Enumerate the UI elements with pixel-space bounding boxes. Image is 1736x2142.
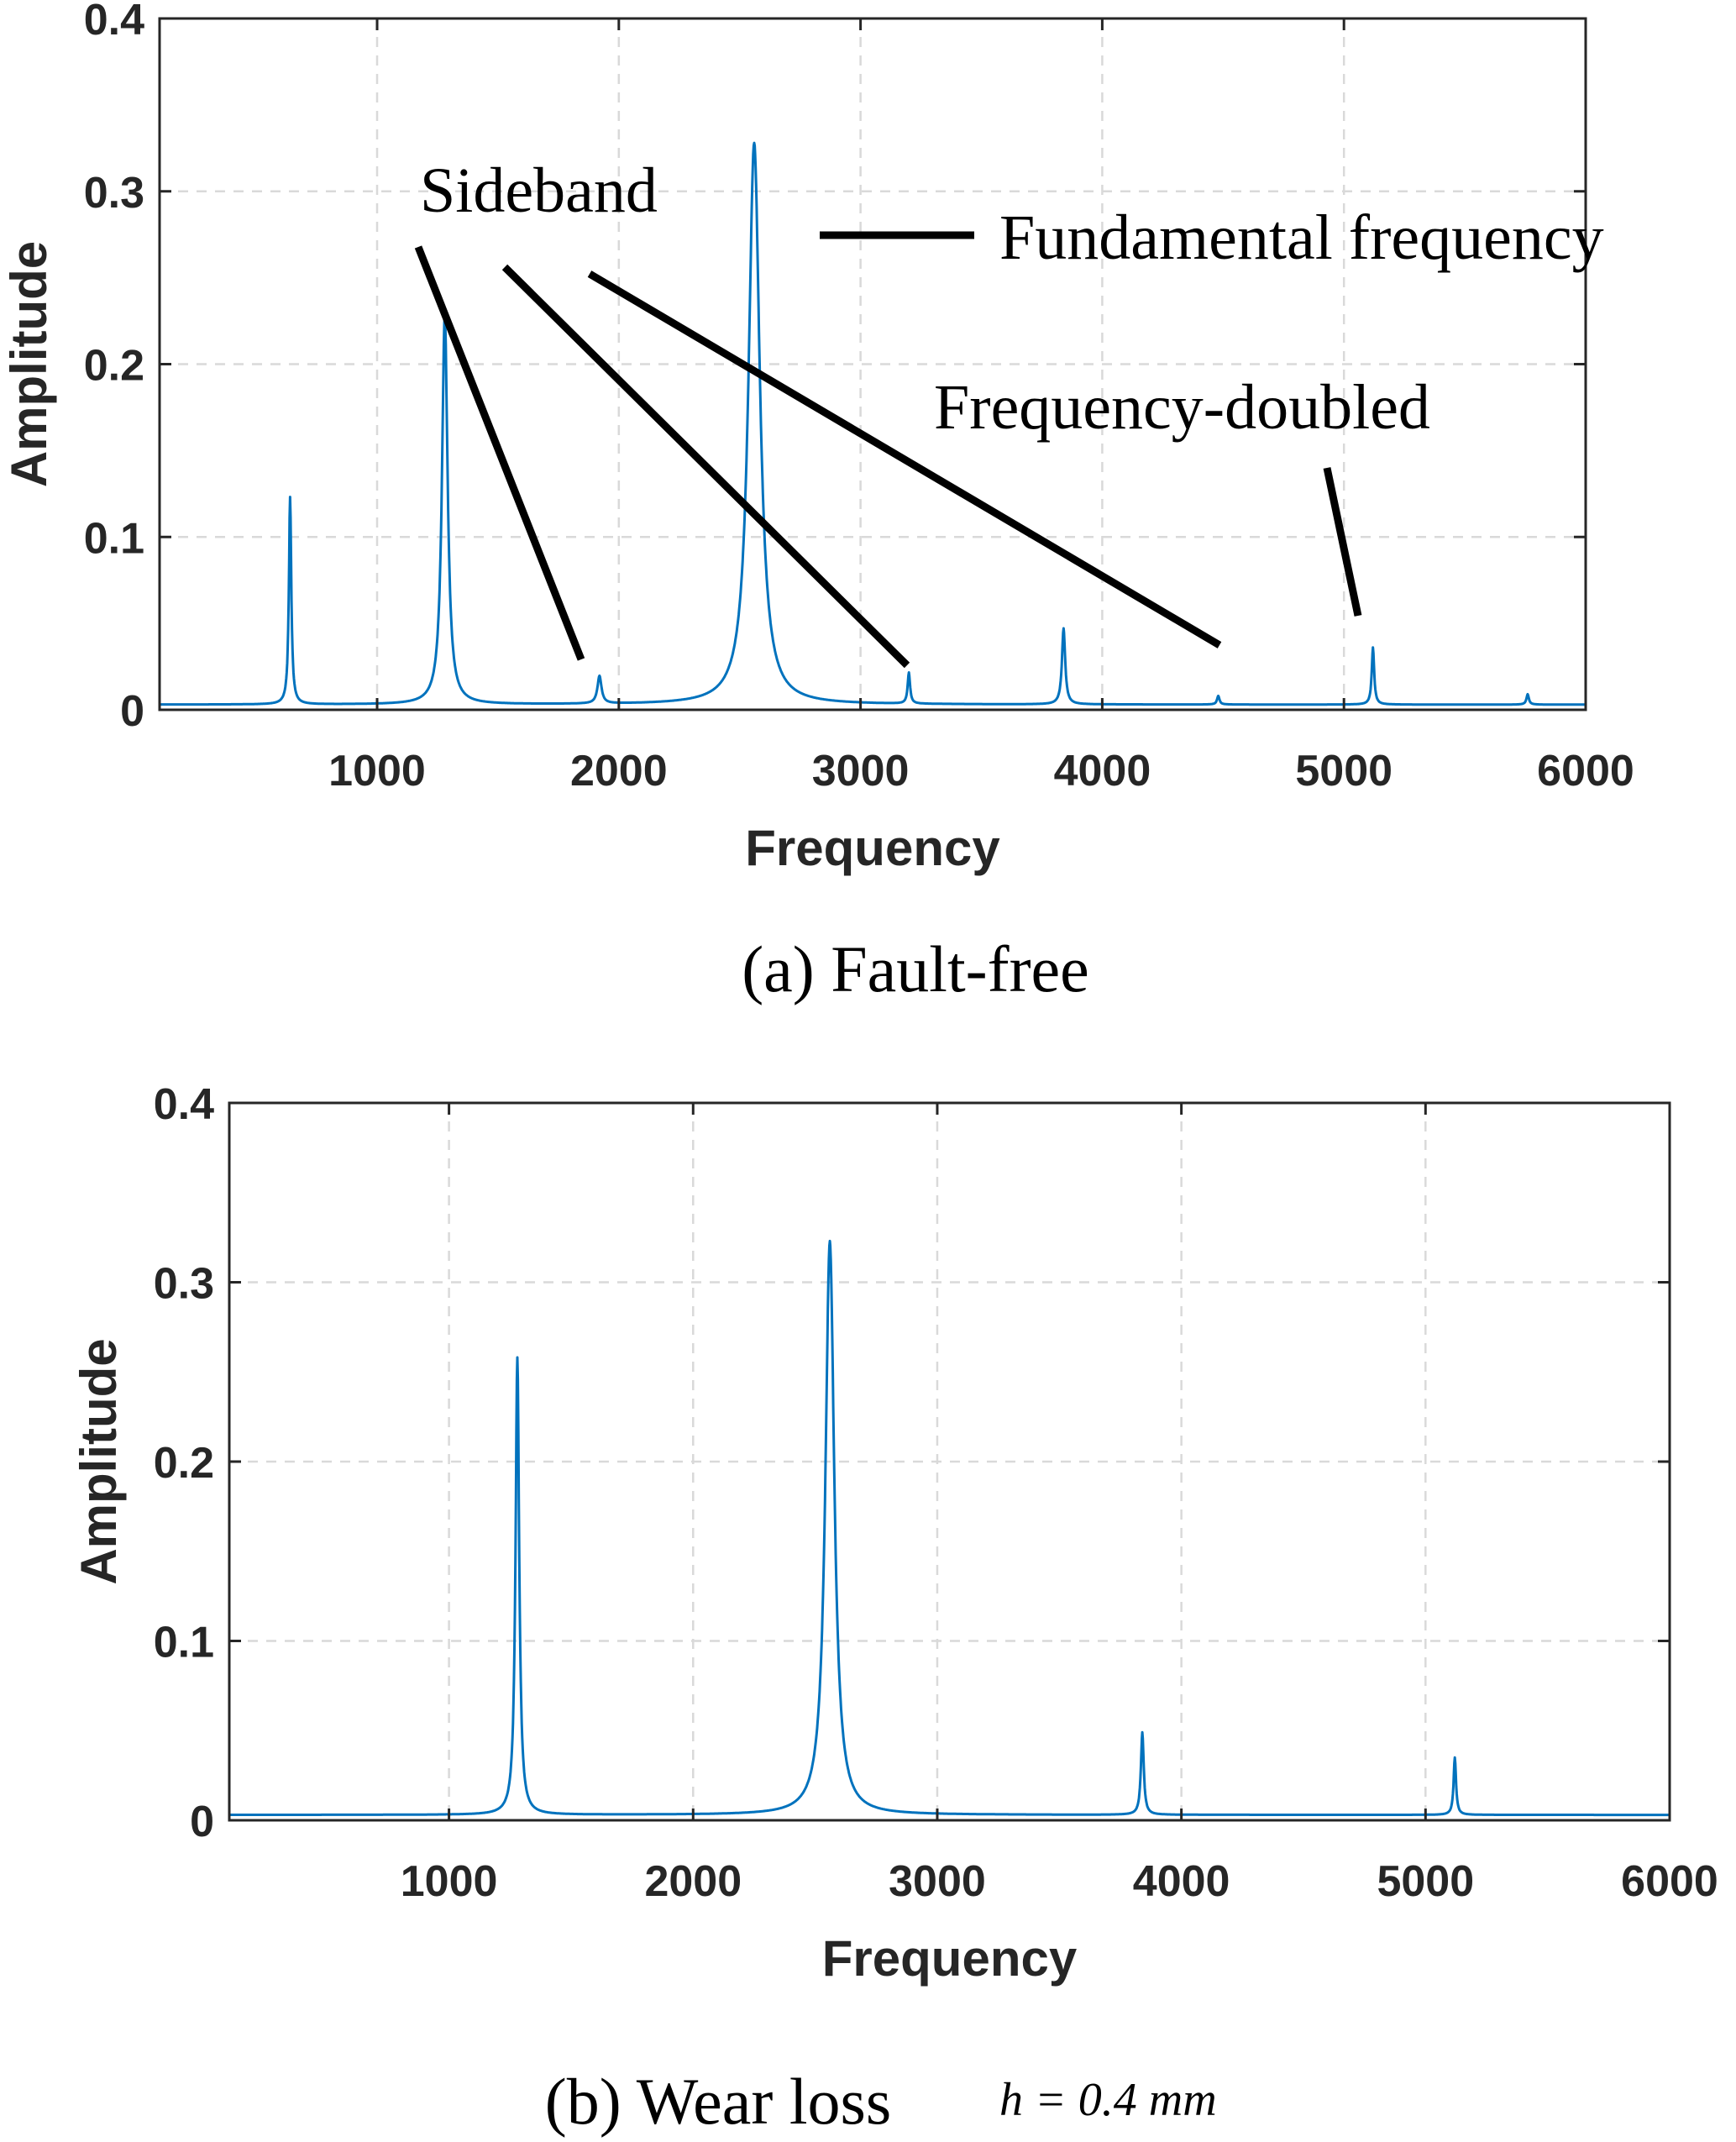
y-tick-label: 0.2: [84, 342, 144, 391]
y-tick-label: 0.4: [84, 0, 144, 45]
sideband-leader-line: [414, 245, 585, 661]
y-axis-label: Amplitude: [1, 241, 57, 487]
sideband-leader-line: [501, 264, 910, 669]
x-axis-label: Frequency: [822, 1930, 1078, 1987]
caption: (b) Wear loss: [545, 2065, 892, 2138]
caption: (a) Fault-free: [742, 932, 1089, 1005]
series-line: [159, 141, 1587, 706]
x-axis-label: Frequency: [745, 820, 1000, 876]
fundamental-frequency-label: Fundamental frequency: [999, 202, 1604, 273]
x-tick-label: 5000: [1377, 1857, 1474, 1906]
y-tick-label: 0: [120, 687, 144, 736]
x-tick-label: 6000: [1621, 1857, 1718, 1906]
y-tick-label: 0.2: [154, 1439, 214, 1488]
x-tick-label: 5000: [1295, 747, 1392, 795]
frequency-doubled-leader-line: [1323, 467, 1362, 617]
y-tick-label: 0.3: [154, 1260, 214, 1309]
x-tick-label: 4000: [1133, 1857, 1230, 1906]
x-tick-label: 1000: [328, 747, 426, 795]
x-tick-label: 1000: [401, 1857, 498, 1906]
caption-formula: h = 0.4 mm: [999, 2074, 1217, 2126]
frequency-doubled-label: Frequency-doubled: [934, 372, 1430, 443]
y-tick-label: 0.3: [84, 169, 144, 218]
plot-frame: [158, 17, 1587, 711]
x-tick-label: 4000: [1054, 747, 1151, 795]
x-tick-label: 2000: [644, 1857, 742, 1906]
y-tick-label: 0.1: [84, 514, 144, 563]
panel-wear-loss: 1000 2000 3000 4000 5000 6000 0 0.1 0.2 0.3 0.4 Fre…: [71, 1080, 1718, 2138]
series-line: [228, 1239, 1670, 1817]
sideband-leader-line: [587, 270, 1222, 648]
y-axis-label: Amplitude: [71, 1338, 127, 1584]
x-tick-label: 3000: [812, 747, 910, 795]
panel-fault-free: 1000 2000 3000 4000 5000 6000 0 0.1 0.2 0.3 0.4 Fre…: [1, 0, 1634, 1005]
y-tick-label: 0.1: [154, 1619, 214, 1667]
y-tick-label: 0.4: [154, 1080, 214, 1129]
sideband-label: Sideband: [420, 155, 658, 226]
y-tick-label: 0: [190, 1798, 214, 1846]
x-tick-label: 3000: [889, 1857, 986, 1906]
x-tick-label: 6000: [1537, 747, 1634, 795]
x-tick-label: 2000: [570, 747, 668, 795]
